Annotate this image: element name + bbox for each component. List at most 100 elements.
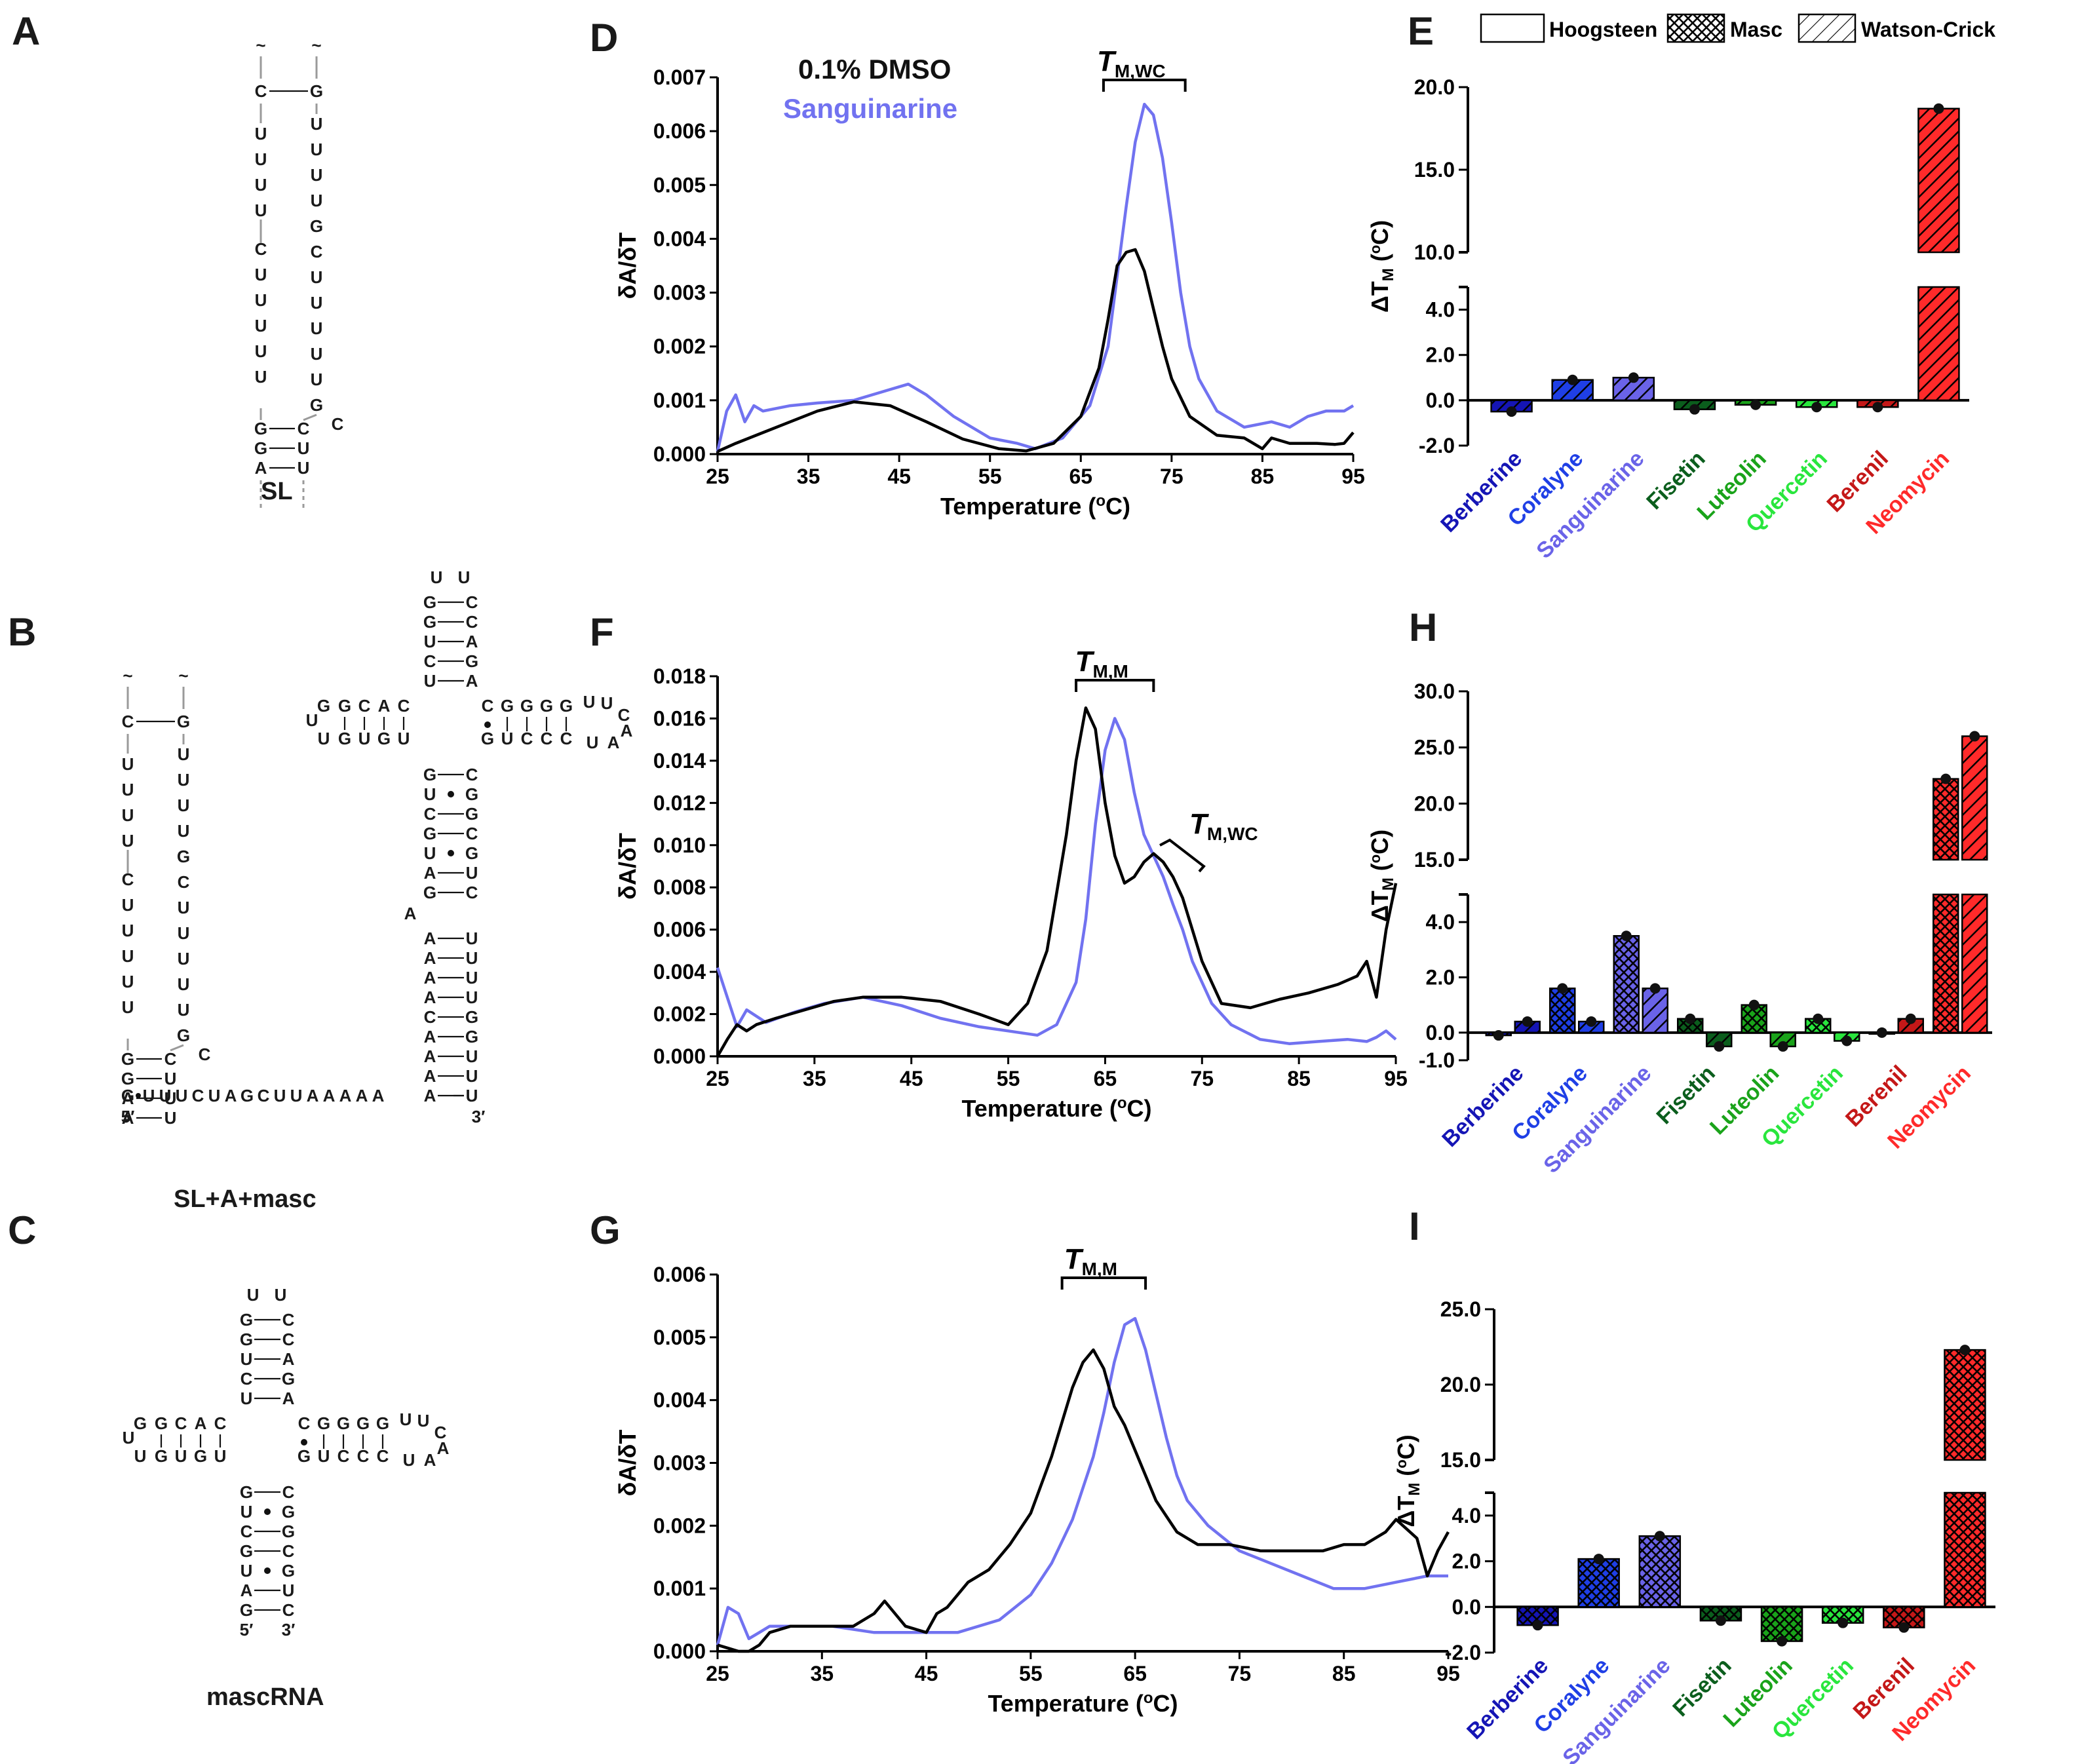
nucleotide: C bbox=[199, 1045, 211, 1064]
y-tick-label: 0.000 bbox=[653, 442, 706, 466]
nucleotide: C bbox=[357, 1446, 370, 1466]
nucleotide: U bbox=[255, 316, 267, 336]
nucleotide: A bbox=[424, 863, 436, 883]
bar-value-dot bbox=[1777, 1041, 1788, 1052]
nucleotide: G bbox=[240, 1330, 253, 1349]
y-tick-label: 0.005 bbox=[653, 1326, 706, 1349]
x-tick-label: 95 bbox=[1384, 1067, 1408, 1090]
nucleotide: C bbox=[424, 1007, 436, 1027]
tm-bracket bbox=[1075, 679, 1155, 692]
y-tick-label: 0.005 bbox=[653, 173, 706, 197]
x-tick-label: 25 bbox=[706, 1662, 729, 1685]
x-tick-label: 75 bbox=[1160, 465, 1183, 488]
nucleotide: U bbox=[143, 1086, 155, 1105]
y-tick-label: 2.0 bbox=[1426, 343, 1455, 367]
nucleotide: U bbox=[159, 1086, 172, 1105]
nucleotide: U bbox=[122, 946, 134, 966]
y-tick-label: 0.002 bbox=[653, 1003, 706, 1026]
nucleotide: A bbox=[339, 1086, 352, 1105]
nucleotide: A bbox=[195, 1413, 207, 1433]
nucleotide: U bbox=[122, 997, 134, 1017]
y-tick-label: 2.0 bbox=[1452, 1550, 1481, 1573]
nucleotide: C bbox=[466, 612, 478, 632]
bar-value-dot bbox=[1813, 1013, 1824, 1024]
nucleotide: G bbox=[540, 696, 553, 716]
nucleotide: C bbox=[398, 696, 410, 716]
bar-hatch bbox=[1700, 1607, 1741, 1621]
nucleotide: U bbox=[311, 140, 323, 159]
nucleotide: G bbox=[465, 784, 478, 804]
bar-value-dot bbox=[1811, 402, 1822, 413]
nucleotide: U bbox=[122, 921, 134, 940]
panel-letter-f: F bbox=[590, 610, 614, 654]
y-tick-label: 0.000 bbox=[653, 1639, 706, 1663]
nucleotide: G bbox=[317, 1413, 330, 1433]
bar-hatch bbox=[1613, 936, 1639, 1033]
x-tick-label: 45 bbox=[900, 1067, 923, 1090]
nucleotide: G bbox=[465, 651, 478, 671]
nucleotide: ~ bbox=[256, 35, 265, 55]
nucleotide: A bbox=[225, 1086, 237, 1105]
y-tick-label: -2.0 bbox=[1419, 434, 1455, 457]
bar-value-dot bbox=[1506, 406, 1517, 417]
nucleotide: U bbox=[208, 1086, 221, 1105]
nucleotide: U bbox=[400, 1409, 412, 1429]
nucleotide: C bbox=[424, 804, 436, 824]
bar-value-dot bbox=[1841, 1035, 1853, 1046]
nucleotide: G bbox=[240, 1310, 253, 1330]
nucleotide: C bbox=[122, 712, 134, 731]
y-tick-label: 0.004 bbox=[653, 1389, 706, 1412]
nucleotide: U bbox=[298, 458, 310, 478]
nucleotide: U bbox=[122, 972, 134, 991]
nucleotide: G bbox=[121, 1069, 134, 1088]
nucleotide: U bbox=[178, 770, 190, 790]
y-axis-title: ΔTM (oC) bbox=[1366, 220, 1397, 313]
nucleotide: A bbox=[424, 929, 436, 948]
nucleotide: U bbox=[123, 1428, 135, 1448]
bar-hatch bbox=[1642, 988, 1668, 1033]
bar-hatch bbox=[1678, 1018, 1703, 1033]
bar-upper-segment-hatch bbox=[1933, 778, 1959, 860]
nucleotide: U bbox=[458, 567, 471, 587]
nucleotide: U bbox=[424, 784, 436, 804]
nucleotide: U bbox=[282, 1581, 295, 1600]
y-tick-label: 25.0 bbox=[1414, 736, 1455, 759]
nucleotide: U bbox=[311, 293, 323, 313]
nucleotide: U bbox=[501, 729, 514, 748]
nucleotide: G bbox=[121, 1049, 134, 1069]
nucleotide: U bbox=[255, 201, 267, 220]
bar-value-dot bbox=[1940, 773, 1952, 784]
y-tick-label: 20.0 bbox=[1414, 792, 1455, 815]
nucleotide: U bbox=[178, 923, 190, 943]
x-tick-label: 45 bbox=[887, 465, 911, 488]
nucleotide: A bbox=[404, 904, 417, 923]
nucleotide: U bbox=[274, 1086, 286, 1105]
gu-pair-dot bbox=[301, 1439, 307, 1446]
nucleotide: G bbox=[177, 847, 190, 866]
nucleotide: C bbox=[298, 419, 310, 438]
nucleotide: G bbox=[465, 1007, 478, 1027]
category-label: Sanguinarine bbox=[1531, 446, 1649, 564]
panel-letter-a: A bbox=[12, 9, 40, 53]
panel-letter-e: E bbox=[1408, 9, 1434, 53]
three-prime-label: 3′ bbox=[282, 1620, 296, 1639]
nucleotide: U bbox=[241, 1349, 253, 1369]
nucleotide: U bbox=[587, 733, 599, 752]
nucleotide: A bbox=[424, 968, 436, 987]
nucleotide: U bbox=[122, 895, 134, 915]
y-tick-label: 0.001 bbox=[653, 389, 706, 412]
panel-letter-i: I bbox=[1409, 1204, 1420, 1248]
nucleotide: U bbox=[164, 1108, 177, 1128]
y-axis-title: δA/δT bbox=[614, 233, 641, 299]
nucleotide: U bbox=[178, 898, 190, 917]
bar-hatch bbox=[1770, 1032, 1796, 1046]
nucleotide: G bbox=[338, 729, 351, 748]
bar-value-dot bbox=[1522, 1016, 1533, 1027]
nucleotide: A bbox=[282, 1389, 295, 1408]
nucleotide: U bbox=[466, 1086, 478, 1105]
bar-value-dot bbox=[1649, 983, 1661, 994]
nucleotide: C bbox=[332, 414, 344, 434]
nucleotide: C bbox=[560, 729, 573, 748]
